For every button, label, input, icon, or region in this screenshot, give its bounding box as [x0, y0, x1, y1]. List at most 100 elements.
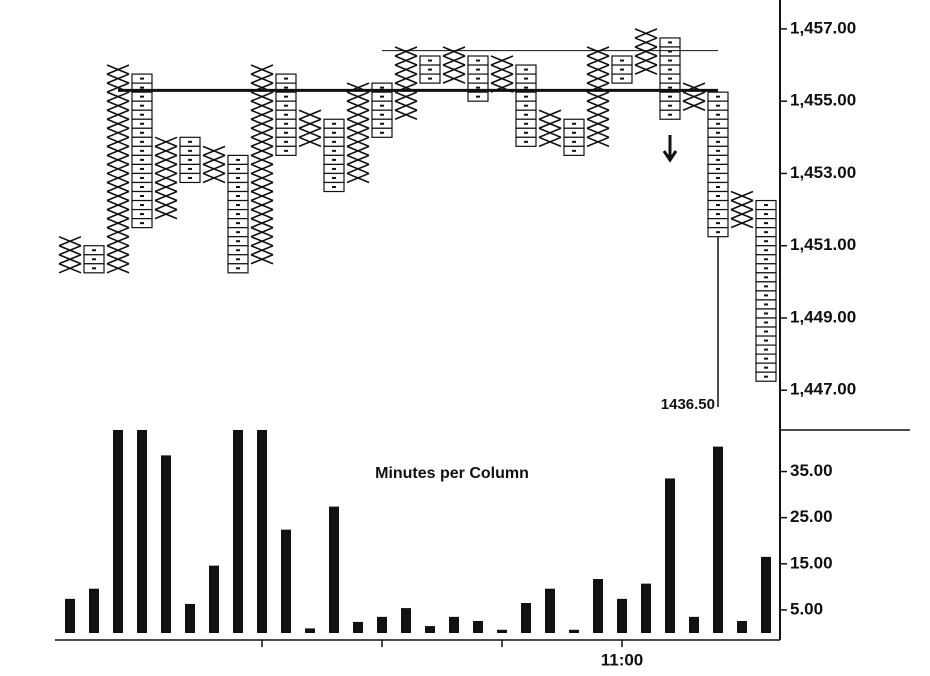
o-box-dot: [668, 59, 672, 62]
o-box-dot: [764, 303, 768, 306]
x-box: [730, 199, 754, 211]
x-box: [106, 91, 130, 102]
o-box-dot: [764, 267, 768, 270]
x-box: [106, 64, 130, 75]
x-box: [250, 64, 274, 75]
bar: [761, 556, 771, 633]
x-box: [250, 154, 274, 166]
x-box: [394, 73, 418, 84]
x-box: [250, 181, 274, 193]
o-box-dot: [380, 104, 384, 107]
o-box-dot: [92, 249, 96, 252]
o-box-dot: [284, 104, 288, 107]
o-box-dot: [572, 149, 576, 152]
o-box-dot: [668, 104, 672, 107]
o-box-dot: [764, 294, 768, 297]
panel-title: Minutes per Column: [375, 465, 529, 482]
o-column: [227, 154, 249, 274]
o-box-dot: [572, 122, 576, 125]
o-column: [515, 64, 537, 147]
x-box: [250, 109, 274, 120]
bar: [353, 621, 363, 633]
o-column: [371, 82, 393, 138]
o-box-dot: [140, 113, 144, 116]
bar: [569, 629, 579, 633]
o-box-dot: [380, 86, 384, 89]
o-box-dot: [764, 213, 768, 216]
x-box: [250, 136, 274, 148]
x-box: [394, 91, 418, 102]
o-box-dot: [140, 185, 144, 188]
o-column: [659, 37, 681, 120]
o-box-dot: [428, 68, 432, 71]
o-box-dot: [524, 95, 528, 98]
x-box: [634, 64, 658, 75]
x-box: [202, 163, 226, 175]
o-box-dot: [716, 149, 720, 152]
o-box-dot: [332, 185, 336, 188]
x-box: [346, 118, 370, 130]
x-box: [154, 199, 178, 211]
x-box: [58, 263, 82, 274]
o-box-dot: [764, 258, 768, 261]
x-box: [202, 172, 226, 184]
x-box: [250, 100, 274, 111]
bar: [545, 588, 555, 633]
x-column: [634, 28, 658, 75]
o-box-dot: [764, 375, 768, 378]
o-box-dot: [524, 131, 528, 134]
o-box-dot: [620, 59, 624, 62]
o-box-dot: [716, 113, 720, 116]
o-box-dot: [764, 312, 768, 315]
o-box-dot: [764, 276, 768, 279]
o-box-dot: [716, 176, 720, 179]
bar: [281, 529, 291, 633]
o-column: [611, 55, 633, 84]
o-box-dot: [764, 357, 768, 360]
o-box-dot: [188, 149, 192, 152]
o-box-dot: [716, 195, 720, 198]
o-box-dot: [716, 140, 720, 143]
o-box-dot: [380, 95, 384, 98]
x-column: [538, 109, 562, 148]
x-box: [106, 163, 130, 175]
o-box-dot: [428, 77, 432, 80]
bar: [665, 478, 675, 633]
o-box-dot: [284, 113, 288, 116]
x-box: [586, 73, 610, 84]
o-column: [275, 73, 297, 156]
bar: [185, 603, 195, 633]
o-box-dot: [716, 122, 720, 125]
x-box: [538, 136, 562, 148]
bar: [641, 583, 651, 633]
o-box-dot: [764, 330, 768, 333]
x-box: [634, 37, 658, 48]
x-column: [442, 46, 466, 84]
y-tick-label: 35.00: [790, 461, 833, 480]
o-column: [563, 118, 585, 156]
x-box: [586, 127, 610, 139]
o-box-dot: [476, 77, 480, 80]
x-box: [586, 55, 610, 66]
bar: [737, 621, 747, 633]
o-box-dot: [236, 240, 240, 243]
x-box: [394, 55, 418, 66]
o-box-dot: [380, 113, 384, 116]
o-box-dot: [188, 167, 192, 170]
o-box-dot: [716, 204, 720, 207]
o-box-dot: [140, 77, 144, 80]
x-box: [106, 244, 130, 256]
o-box-dot: [620, 77, 624, 80]
x-column: [106, 64, 130, 274]
o-box-dot: [140, 149, 144, 152]
bar: [617, 598, 627, 633]
o-box-dot: [764, 366, 768, 369]
x-box: [250, 244, 274, 256]
x-box: [682, 91, 706, 102]
o-box-dot: [524, 122, 528, 125]
x-box: [154, 181, 178, 193]
o-box-dot: [236, 176, 240, 179]
o-box-dot: [140, 158, 144, 161]
x-box: [346, 136, 370, 148]
annotation-label: 1436.50: [661, 396, 715, 413]
